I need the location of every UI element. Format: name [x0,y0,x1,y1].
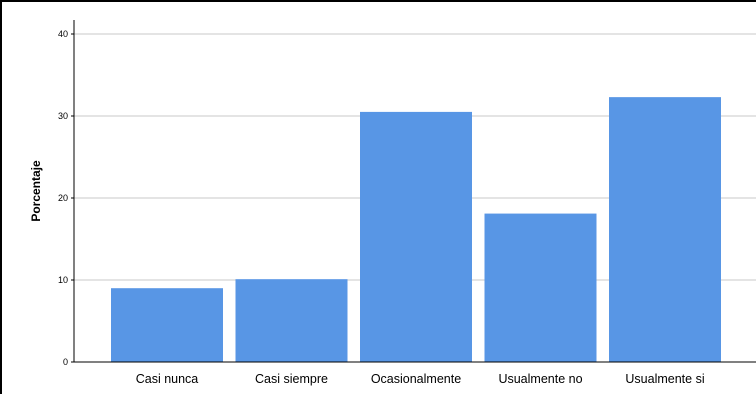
x-category-label: Usualmente si [625,372,704,386]
bars-layer [111,97,721,363]
y-tick-labels: 0 10 20 30 40 [58,29,74,367]
bar-casi-siempre [235,279,348,362]
y-tick-label: 0 [63,357,68,367]
x-category-label: Casi nunca [136,372,199,386]
bar-usualmente-no [484,213,597,362]
x-category-label: Ocasionalmente [371,372,461,386]
y-axis-title: Porcentaje [29,160,43,222]
y-tick-label: 10 [58,275,68,285]
y-tick-label: 20 [58,193,68,203]
x-category-label: Usualmente no [498,372,582,386]
y-tick-label: 40 [58,29,68,39]
x-category-label: Casi siempre [255,372,328,386]
bar-ocasionalmente [360,111,472,363]
y-tick-label: 30 [58,111,68,121]
bar-usualmente-si [609,97,721,362]
bar-casi-nunca [111,288,223,362]
x-category-labels: Casi nunca Casi siempre Ocasionalmente Usua… [136,372,705,386]
